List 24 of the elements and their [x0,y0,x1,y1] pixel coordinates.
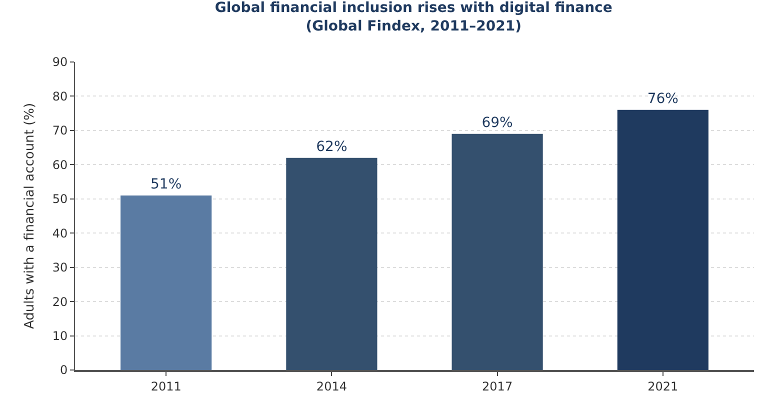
y-tick-label: 40 [52,226,68,240]
x-tick-label: 2017 [482,379,513,394]
data-label: 76% [647,90,678,107]
bar [120,195,212,370]
chart-title: Global financial inclusion rises with digital finance (Global Findex, 2011–2021) [214,0,612,34]
bar [617,110,708,370]
x-tick-label: 2011 [150,379,182,394]
y-tick-label: 90 [52,55,68,70]
data-label: 69% [482,114,513,131]
bar [452,134,543,370]
x-tick-label: 2014 [316,379,347,394]
y-tick-label: 50 [52,192,68,206]
y-tick-label: 0 [60,363,68,378]
y-tick-label: 10 [52,328,68,343]
x-tick-label: 2021 [648,379,678,394]
y-axis-title: Adults with a financial account (%) [22,102,38,330]
y-tick-label: 70 [52,124,68,138]
data-label: 62% [316,138,348,155]
y-tick-label: 20 [52,294,68,309]
bar [286,158,378,370]
y-tick-label: 80 [52,89,68,104]
data-label: 51% [150,176,182,192]
y-tick-label: 60 [52,158,68,172]
y-tick-label: 30 [52,260,68,275]
